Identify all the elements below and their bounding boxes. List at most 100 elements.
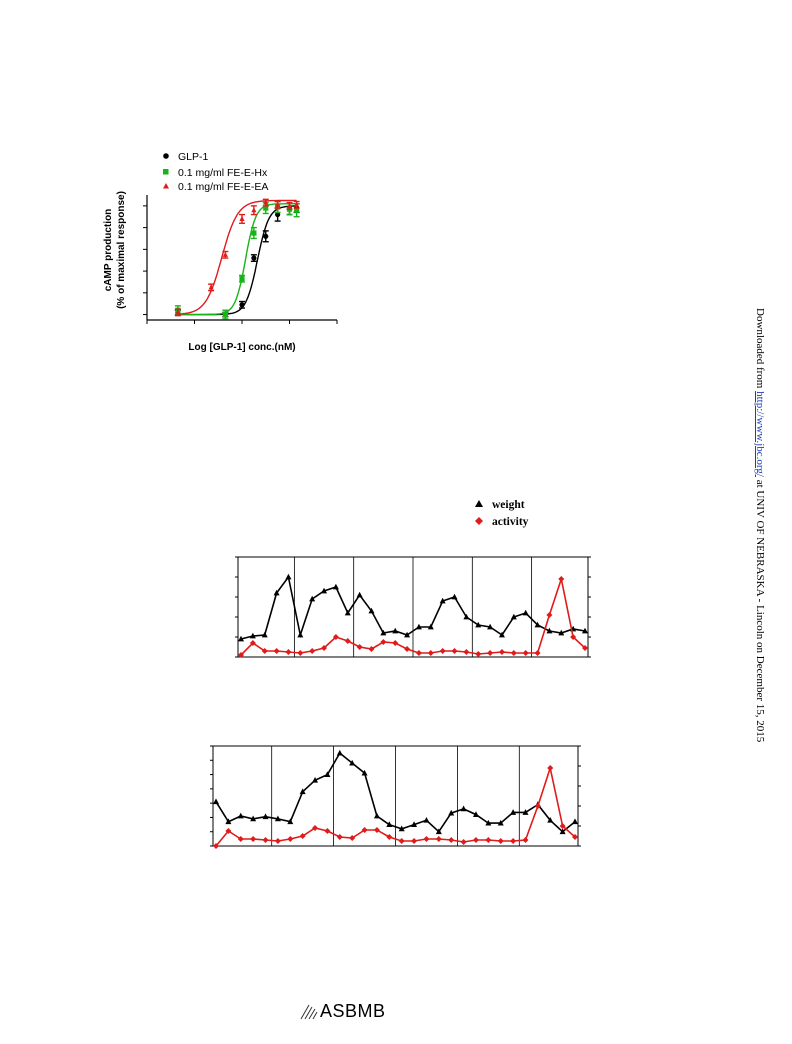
data-point-weight (497, 819, 504, 826)
data-point-activity (439, 648, 446, 654)
data-point-activity (411, 838, 418, 844)
data-point-weight (261, 631, 268, 638)
data-point-activity (262, 837, 269, 843)
data-point-activity (510, 838, 517, 844)
asbmb-logo-mark (300, 1004, 318, 1019)
data-point-activity (475, 651, 482, 657)
data-point-activity (261, 648, 268, 654)
data-point-activity (356, 644, 363, 650)
data-point-activity (336, 834, 343, 840)
data-point-activity (435, 836, 442, 842)
data-point-weight (522, 609, 529, 616)
data-point-activity (321, 645, 328, 651)
data-point-activity (448, 837, 455, 843)
data-point-activity (297, 650, 304, 656)
data-point-activity (460, 839, 467, 845)
data-point-weight (332, 583, 339, 590)
data-point-weight (404, 631, 411, 638)
data-point (222, 251, 228, 257)
data-point-activity (380, 639, 387, 645)
legend-label-glp1: GLP-1 (178, 151, 209, 163)
data-point-activity (299, 833, 306, 839)
data-point-activity (249, 640, 256, 646)
data-point-activity (213, 843, 219, 849)
fit-curve-0 (177, 205, 297, 316)
data-point-activity (559, 823, 566, 829)
data-point-activity (386, 834, 393, 840)
data-point-weight (475, 621, 482, 628)
data-point-activity (534, 650, 541, 656)
data-point-activity (287, 836, 294, 842)
data-point (263, 233, 269, 239)
data-point-weight (262, 813, 269, 820)
data-point-activity (472, 837, 479, 843)
data-point-activity (522, 837, 529, 843)
data-point-weight (285, 573, 292, 580)
data-point-weight (435, 828, 442, 835)
data-point-weight (349, 759, 356, 766)
data-point-weight (572, 818, 578, 825)
legend-label-fe-e-hx: 0.1 mg/ml FE-E-Hx (178, 167, 268, 179)
data-point-activity (404, 646, 411, 652)
download-notice-prefix: Downloaded from (754, 308, 766, 389)
data-point-activity (237, 836, 244, 842)
fit-curve-1 (177, 203, 297, 316)
data-point-weight (463, 613, 470, 620)
data-point-weight (361, 769, 368, 776)
data-point (275, 211, 281, 218)
data-point-weight (510, 613, 517, 620)
data-point-weight (238, 635, 244, 642)
data-point-activity (392, 640, 399, 646)
data-point-weight (547, 816, 554, 823)
data-point-activity (498, 649, 505, 655)
legend-item-fe-e-ea: 0.1 mg/ml FE-E-EA (163, 181, 268, 193)
data-point-activity (373, 827, 380, 833)
data-point-activity (510, 650, 517, 656)
data-point-weight (344, 609, 351, 616)
data-point-weight (460, 805, 467, 812)
data-point-weight (510, 809, 517, 815)
data-point-weight (297, 631, 304, 638)
data-point-weight (250, 815, 257, 822)
data-point (286, 203, 293, 208)
data-point-weight (498, 631, 505, 638)
data-point-activity (324, 828, 331, 834)
data-point-weight (213, 798, 219, 805)
data-point-weight (392, 627, 399, 634)
data-point (251, 207, 257, 213)
data-point-activity (332, 634, 339, 640)
data-point (222, 311, 228, 318)
data-point-weight (309, 595, 316, 602)
data-point-activity (463, 649, 470, 655)
data-point-activity (273, 648, 280, 654)
data-point (239, 216, 245, 221)
data-point-weight (324, 771, 331, 777)
data-point-activity (558, 576, 565, 582)
legend-label-fe-e-ea: 0.1 mg/ml FE-E-EA (178, 181, 268, 193)
chart-legend: GLP-1 0.1 mg/ml FE-E-Hx 0.1 mg/ml FE-E-E… (163, 151, 268, 193)
fraction-chart-a (235, 556, 591, 658)
data-point-activity (547, 765, 554, 771)
data-point-activity (497, 838, 504, 844)
data-point-activity (250, 836, 257, 842)
dose-response-chart: GLP-1 0.1 mg/ml FE-E-Hx 0.1 mg/ml FE-E-E… (103, 151, 338, 353)
data-point-activity (485, 837, 492, 843)
data-point-weight (472, 811, 479, 817)
data-point-weight (299, 788, 306, 795)
legend-marker-fe-e-ea (163, 183, 169, 189)
data-point-activity (572, 834, 578, 840)
data-point-weight (487, 623, 494, 630)
data-point (294, 201, 300, 207)
data-point (294, 207, 300, 213)
fraction-chart-b (210, 745, 581, 849)
legend-label-weight: weight (492, 499, 525, 511)
data-point-weight (336, 749, 343, 756)
data-point-weight (398, 825, 405, 832)
jbc-link[interactable]: http://www.jbc.org/ (754, 391, 766, 477)
data-point-weight (415, 623, 422, 630)
legend-marker-fe-e-hx (163, 169, 169, 175)
data-point-weight (380, 629, 387, 636)
data-point-weight (427, 623, 434, 630)
data-point (239, 276, 245, 282)
data-point-activity (570, 634, 577, 640)
